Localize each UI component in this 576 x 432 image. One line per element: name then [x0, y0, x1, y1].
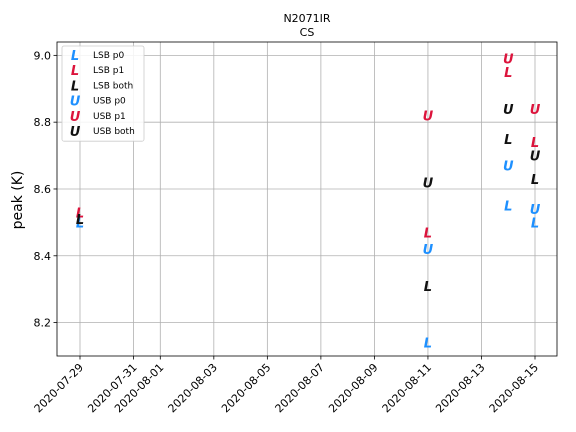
data-point-lsb-both: L [531, 173, 539, 188]
legend: L LSB p0 L LSB p1 L LSB both U USB p0 U USB p1 U US… [61, 45, 145, 142]
data-point-lsb-p0: L [504, 200, 512, 215]
legend-label: USB p0 [93, 97, 126, 107]
data-point-usb-p1: U [423, 109, 434, 124]
data-point-usb-p1: U [503, 53, 514, 68]
data-point-usb-both: U [530, 150, 541, 165]
y-tick-label: 8.6 [34, 183, 52, 196]
legend-label: LSB both [93, 81, 133, 91]
data-point-lsb-both: L [76, 213, 84, 228]
chart-title: N2071IR [283, 12, 330, 25]
y-tick-label: 8.8 [34, 116, 52, 129]
x-tick-label: 2020-08-11 [380, 361, 434, 415]
x-tick-label: 2020-08-13 [433, 361, 487, 415]
data-point-lsb-p0: L [424, 337, 432, 352]
legend-marker: U [70, 125, 81, 140]
x-tick-label: 2020-08-09 [326, 361, 380, 415]
data-point-usb-p0: U [530, 203, 541, 218]
grid-lines [57, 42, 557, 356]
x-tick-label: 2020-08-05 [219, 361, 273, 415]
legend-marker: U [70, 95, 81, 110]
data-point-lsb-p1: L [76, 206, 84, 221]
data-point-usb-both: U [423, 176, 434, 191]
data-point-lsb-p0: L [76, 216, 84, 231]
legend-box [61, 45, 145, 142]
x-tick-label: 2020-08-15 [487, 361, 541, 415]
data-point-lsb-p1: L [424, 226, 432, 241]
data-point-usb-p0: U [503, 160, 514, 175]
chart-subtitle: CS [300, 26, 315, 39]
y-tick-label: 9.0 [34, 49, 52, 62]
data-point-lsb-p0: L [531, 216, 539, 231]
x-tick-label: 2020-08-07 [273, 361, 327, 415]
data-point-usb-p1: U [530, 103, 541, 118]
y-tick-label: 8.4 [34, 250, 52, 263]
data-point-lsb-p1: L [531, 136, 539, 151]
x-tick-label: 2020-07-29 [32, 361, 86, 415]
data-point-lsb-both: L [424, 280, 432, 295]
y-axis-label: peak (K) [10, 171, 26, 230]
y-tick-label: 8.2 [34, 317, 52, 330]
data-point-lsb-p1: L [504, 66, 512, 81]
legend-marker: L [71, 79, 79, 94]
data-point-usb-both: U [503, 103, 514, 118]
data-point-usb-p0: U [423, 243, 434, 258]
legend-marker: U [70, 110, 81, 125]
legend-marker: L [71, 64, 79, 79]
legend-label: LSB p0 [93, 51, 124, 61]
legend-label: LSB p1 [93, 66, 124, 76]
legend-label: USB both [93, 127, 135, 137]
plot-frame [56, 41, 558, 357]
x-tick-label: 2020-08-03 [166, 361, 220, 415]
legend-marker: L [71, 49, 79, 64]
data-point-lsb-both: L [504, 133, 512, 148]
legend-label: USB p1 [93, 112, 126, 122]
